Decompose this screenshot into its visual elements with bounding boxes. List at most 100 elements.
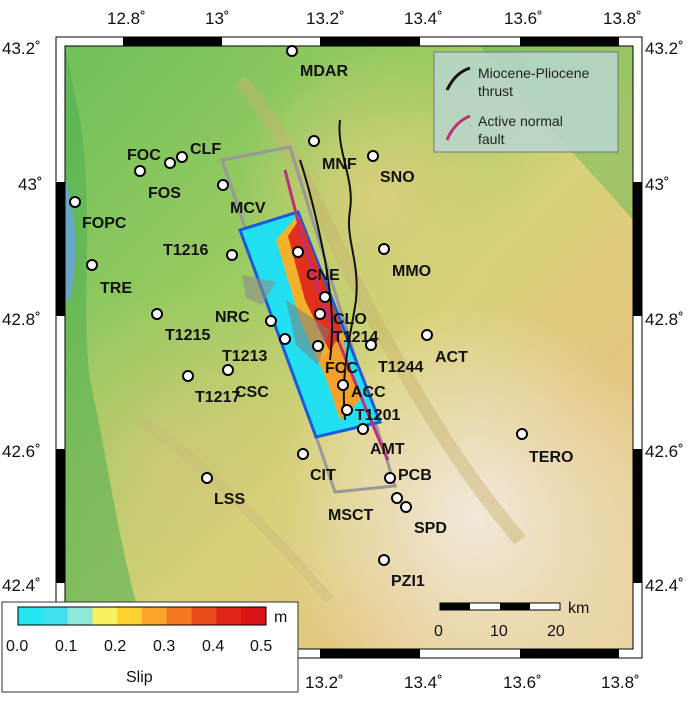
scale-label: 0 (434, 623, 443, 640)
colorbar-unit: m (274, 609, 287, 626)
station-marker (308, 135, 320, 147)
lat-tick-left: 42.6˚ (2, 442, 41, 461)
frame-segment (320, 37, 420, 46)
lat-tick-right: 42.8˚ (645, 310, 684, 329)
station-label: MNF (322, 156, 357, 173)
station-label: MSCT (328, 507, 374, 524)
colorbar-cell (92, 607, 118, 625)
station-marker (297, 448, 309, 460)
station-marker (337, 379, 349, 391)
scale-label: 20 (547, 623, 565, 640)
station-marker (265, 315, 277, 327)
lat-tick-left: 43.2˚ (2, 39, 41, 58)
frame-segment (56, 182, 65, 316)
station-label: CLO (333, 311, 367, 328)
lon-tick-bottom: 13.6˚ (503, 673, 542, 692)
colorbar-tick: 0.2 (104, 638, 126, 655)
station-marker (151, 308, 163, 320)
station-marker (378, 554, 390, 566)
station-label: T1213 (222, 348, 267, 365)
station-label: MDAR (300, 63, 348, 80)
colorbar-cell (216, 607, 242, 625)
colorbar-cell (142, 607, 168, 625)
colorbar-tick: 0.0 (6, 638, 28, 655)
station-marker (516, 428, 528, 440)
frame-segment (56, 449, 65, 583)
legend-thrust-label: Miocene-Pliocene (478, 65, 589, 81)
lat-tick-right: 42.4˚ (645, 576, 684, 595)
station-marker (292, 246, 304, 258)
colorbar-cell (191, 607, 217, 625)
scale-unit: km (568, 600, 589, 617)
scale-label: 10 (490, 623, 508, 640)
lon-ticks-top: 12.8˚ 13˚ 13.2˚ 13.4˚ 13.6˚ 13.8˚ (107, 9, 642, 28)
station-label: T1201 (355, 407, 400, 424)
station-label: AMT (370, 441, 405, 458)
aftershock-cloud-1 (242, 275, 276, 305)
station-marker (341, 404, 353, 416)
station-label: TERO (529, 449, 573, 466)
station-marker (357, 423, 369, 435)
station-label: T1216 (163, 242, 208, 259)
station-marker (226, 249, 238, 261)
lat-tick-left: 42.8˚ (2, 310, 41, 329)
station-marker (279, 333, 291, 345)
legend-normal-label: Active normal (478, 113, 563, 129)
lon-tick-top: 13˚ (205, 9, 230, 28)
station-marker (367, 150, 379, 162)
colorbar-cell (42, 607, 69, 625)
frame-ticks-top (56, 37, 642, 658)
station-marker (314, 308, 326, 320)
station-marker (134, 165, 146, 177)
frame-segment (633, 449, 642, 583)
station-label: MCV (230, 200, 266, 217)
station-label: PZI1 (391, 573, 425, 590)
station-marker (365, 339, 377, 351)
station-label: FOPC (82, 215, 127, 232)
thrust-fault-west (299, 159, 334, 361)
stations-layer: MDAR CLF FOC FOS MNF SNO FOPC MCV T1216 CNE MMO TRE… (69, 45, 573, 590)
station-label: LSS (214, 491, 245, 508)
lon-tick-top: 13.6˚ (504, 9, 543, 28)
station-label: ACT (435, 349, 468, 366)
fault-legend: Miocene-Pliocene thrust Active normal fa… (433, 51, 619, 153)
scale-bar: km 0 10 20 (434, 600, 589, 640)
station-label: FOC (127, 147, 161, 164)
station-marker (201, 472, 213, 484)
colorbar-tick: 0.5 (250, 638, 272, 655)
lat-tick-right: 43.2˚ (645, 39, 684, 58)
colorbar-cell (67, 607, 93, 625)
map-frame (55, 36, 643, 659)
station-marker (176, 151, 188, 163)
colorbar-cell (166, 607, 193, 625)
frame-segment (633, 182, 642, 316)
station-marker (222, 364, 234, 376)
frame-segment (320, 649, 420, 658)
colorbar-tick: 0.4 (202, 638, 224, 655)
legend-thrust-label: thrust (478, 83, 513, 99)
lon-tick-bottom: 13.4˚ (404, 673, 443, 692)
station-label: NRC (215, 309, 250, 326)
lon-tick-bottom: 13.2˚ (305, 673, 344, 692)
active-normal-fault (283, 169, 390, 461)
slip-colorbar: m 0.0 0.1 0.2 0.3 0.4 0.5 Slip (1, 601, 299, 693)
station-marker (391, 492, 403, 504)
station-label: FOS (148, 185, 181, 202)
lat-tick-left: 43˚ (18, 175, 43, 194)
station-marker (400, 501, 412, 513)
frame-segment (520, 37, 619, 46)
station-label: ACC (351, 384, 386, 401)
colorbar-cells (18, 607, 267, 625)
station-label: CSC (235, 384, 269, 401)
frame-segment (520, 649, 619, 658)
station-marker (421, 329, 433, 341)
station-label: SPD (414, 520, 447, 537)
station-marker (217, 179, 229, 191)
legend-normal-label: fault (478, 131, 505, 147)
colorbar-cell (241, 607, 267, 625)
lon-tick-top: 13.4˚ (404, 9, 443, 28)
station-label: MMO (392, 263, 431, 280)
colorbar-cell (117, 607, 143, 625)
station-marker (312, 340, 324, 352)
